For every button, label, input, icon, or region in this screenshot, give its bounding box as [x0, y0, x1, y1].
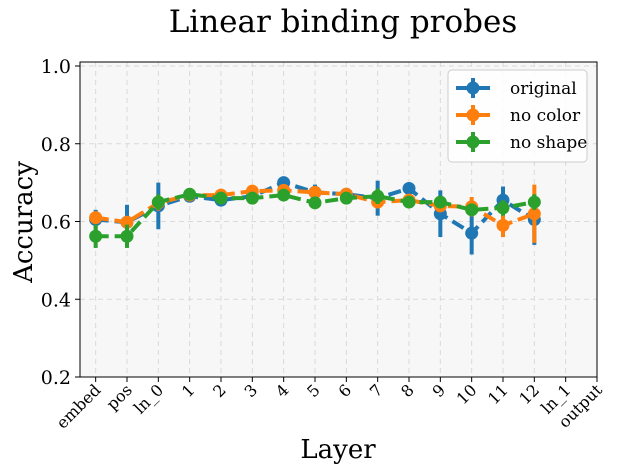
data-point — [402, 195, 416, 209]
y-tick-label: 0.8 — [41, 134, 71, 156]
x-tick-label: 1 — [178, 380, 199, 401]
series-no-shape — [89, 187, 541, 248]
data-point — [496, 201, 510, 215]
data-point — [151, 195, 165, 209]
data-point — [465, 226, 479, 240]
y-tick-label: 1.0 — [41, 56, 71, 78]
data-point — [527, 207, 541, 221]
y-tick-label: 0.4 — [41, 289, 71, 311]
x-tick-label: 10 — [453, 380, 481, 408]
legend-swatch-marker — [466, 108, 480, 122]
y-tick-label: 0.2 — [41, 367, 71, 389]
data-point — [245, 191, 259, 205]
plot-frame — [79, 61, 598, 378]
data-point — [89, 211, 103, 225]
legend: original no color no shape — [447, 69, 588, 163]
legend-label: no color — [510, 106, 581, 126]
x-tick-label: 9 — [429, 380, 450, 401]
data-point — [308, 185, 322, 199]
data-point — [527, 195, 541, 209]
data-point — [339, 191, 353, 205]
data-point — [214, 191, 228, 205]
data-point — [433, 195, 447, 209]
legend-swatch-marker — [466, 81, 480, 95]
x-tick-label: 11 — [484, 380, 512, 408]
data-point — [465, 203, 479, 217]
x-tick-label: 2 — [209, 380, 230, 401]
chart-title: Linear binding probes — [169, 4, 518, 40]
x-axis-label: Layer — [300, 435, 376, 465]
x-tick-label: 4 — [272, 380, 293, 401]
legend-box — [447, 69, 588, 163]
x-tick-label: 5 — [303, 380, 324, 401]
legend-label: no shape — [510, 133, 587, 153]
legend-swatch-marker — [466, 135, 480, 149]
data-point — [371, 189, 385, 203]
y-tick-label: 0.6 — [41, 212, 71, 234]
data-point — [277, 188, 291, 202]
data-point — [308, 196, 322, 210]
legend-label: original — [510, 79, 577, 99]
data-point — [183, 187, 197, 201]
x-tick-label: ln_0 — [130, 380, 167, 417]
data-point — [120, 229, 134, 243]
data-point — [120, 215, 134, 229]
x-tick-label: 7 — [366, 380, 387, 401]
x-tick-label: 3 — [241, 380, 262, 401]
x-tick-label: 8 — [397, 380, 418, 401]
data-point — [402, 181, 416, 195]
x-tick-label: pos — [103, 380, 136, 413]
data-point — [89, 229, 103, 243]
y-axis-label: Accuracy — [9, 161, 39, 284]
x-tick-label: 6 — [335, 380, 356, 401]
data-point — [496, 218, 510, 232]
